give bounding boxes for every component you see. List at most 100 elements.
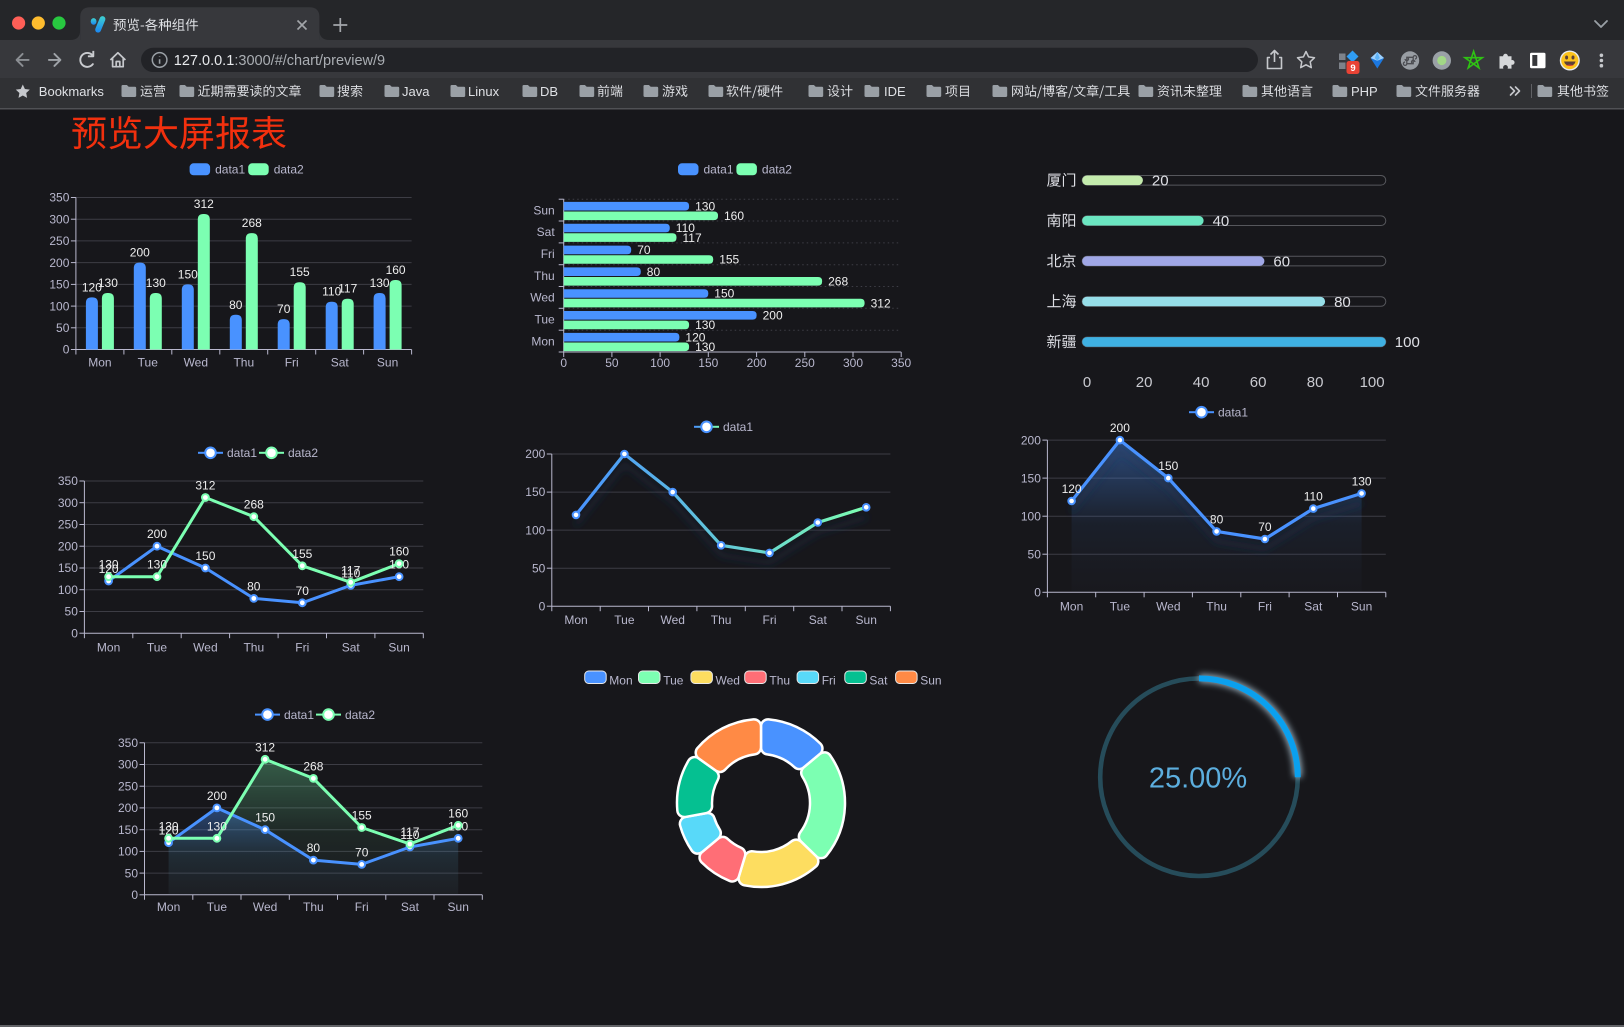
svg-text:data1: data1 xyxy=(284,708,314,722)
svg-text:120: 120 xyxy=(1062,482,1082,496)
svg-text:150: 150 xyxy=(178,267,198,281)
svg-text:250: 250 xyxy=(49,234,69,248)
svg-text:150: 150 xyxy=(58,561,78,575)
svg-text:120: 120 xyxy=(99,562,119,576)
svg-text:DB: DB xyxy=(540,84,558,99)
svg-text:100: 100 xyxy=(1021,509,1041,523)
svg-text:Wed: Wed xyxy=(193,641,217,655)
svg-text:50: 50 xyxy=(125,866,139,880)
svg-text:9: 9 xyxy=(1350,63,1355,74)
svg-text:110: 110 xyxy=(322,285,341,299)
svg-text:130: 130 xyxy=(159,819,179,833)
svg-text:150: 150 xyxy=(1158,459,1178,473)
svg-text:Sat: Sat xyxy=(537,225,556,239)
svg-text:PHP: PHP xyxy=(1351,84,1378,99)
svg-text:150: 150 xyxy=(255,811,275,825)
svg-text:Java: Java xyxy=(402,84,430,99)
svg-text:Fri: Fri xyxy=(541,247,555,261)
svg-text:80: 80 xyxy=(1210,512,1224,526)
svg-text:80: 80 xyxy=(647,265,661,279)
svg-text:200: 200 xyxy=(130,246,150,260)
svg-text:Thu: Thu xyxy=(1206,600,1227,614)
svg-text:Mon: Mon xyxy=(157,900,180,914)
svg-text:120: 120 xyxy=(82,280,102,294)
svg-text:Fri: Fri xyxy=(355,900,369,914)
svg-text:350: 350 xyxy=(58,474,78,488)
svg-text:200: 200 xyxy=(58,539,78,553)
svg-text:Sun: Sun xyxy=(856,613,877,627)
svg-text:Sat: Sat xyxy=(331,356,350,370)
svg-text:Wed: Wed xyxy=(253,900,277,914)
svg-text:80: 80 xyxy=(1307,374,1324,391)
svg-text:Mon: Mon xyxy=(88,356,111,370)
svg-text:60: 60 xyxy=(1273,253,1290,270)
svg-text:data1: data1 xyxy=(1218,405,1248,419)
svg-text:268: 268 xyxy=(242,216,262,230)
svg-text:312: 312 xyxy=(194,197,214,211)
svg-text:130: 130 xyxy=(695,199,715,213)
svg-text:Tue: Tue xyxy=(138,356,159,370)
svg-text:Wed: Wed xyxy=(1156,600,1180,614)
svg-text:Wed: Wed xyxy=(660,613,684,627)
svg-text:150: 150 xyxy=(525,485,545,499)
svg-text:Wed: Wed xyxy=(184,356,208,370)
svg-text:117: 117 xyxy=(341,563,360,577)
svg-text:110: 110 xyxy=(676,221,695,235)
svg-text:Sun: Sun xyxy=(448,900,469,914)
svg-text:80: 80 xyxy=(1334,294,1351,311)
svg-text:155: 155 xyxy=(352,809,372,823)
svg-text:160: 160 xyxy=(724,209,744,223)
svg-text:312: 312 xyxy=(195,479,215,493)
svg-text:350: 350 xyxy=(49,191,69,205)
svg-text:Thu: Thu xyxy=(711,613,732,627)
svg-text:Wed: Wed xyxy=(530,291,554,305)
svg-text:100: 100 xyxy=(49,299,69,313)
svg-text:Tue: Tue xyxy=(1110,600,1131,614)
svg-text:Tue: Tue xyxy=(614,613,635,627)
svg-text:Sun: Sun xyxy=(920,674,941,688)
svg-text:312: 312 xyxy=(255,740,275,754)
svg-text:200: 200 xyxy=(118,801,138,815)
svg-text:20: 20 xyxy=(1136,374,1153,391)
svg-text:0: 0 xyxy=(1034,586,1041,600)
svg-text:350: 350 xyxy=(891,356,911,370)
svg-text:Sat: Sat xyxy=(869,674,888,688)
svg-text:data2: data2 xyxy=(345,708,375,722)
svg-text:IDE: IDE xyxy=(884,84,906,99)
svg-text:130: 130 xyxy=(99,558,119,572)
svg-text:130: 130 xyxy=(370,276,390,290)
svg-text:150: 150 xyxy=(714,287,734,301)
svg-text:Sun: Sun xyxy=(377,356,398,370)
svg-text:127.0.0.1: 127.0.0.1 xyxy=(174,53,234,69)
svg-text:155: 155 xyxy=(292,547,312,561)
svg-text:40: 40 xyxy=(1213,213,1230,230)
svg-text:200: 200 xyxy=(207,789,227,803)
svg-text:100: 100 xyxy=(1360,374,1385,391)
svg-text:Sat: Sat xyxy=(809,613,828,627)
svg-text:70: 70 xyxy=(355,845,369,859)
svg-text::3000/#/chart/preview/9: :3000/#/chart/preview/9 xyxy=(234,53,385,69)
svg-text:50: 50 xyxy=(1028,548,1042,562)
svg-text:Tue: Tue xyxy=(147,641,168,655)
svg-text:data1: data1 xyxy=(215,163,245,177)
svg-text:250: 250 xyxy=(118,779,138,793)
svg-text:Linux: Linux xyxy=(468,84,500,99)
svg-text:Thu: Thu xyxy=(534,269,555,283)
svg-text:Bookmarks: Bookmarks xyxy=(39,84,105,99)
svg-text:80: 80 xyxy=(247,579,261,593)
svg-text:data1: data1 xyxy=(723,420,753,434)
svg-text:40: 40 xyxy=(1193,374,1210,391)
svg-text:80: 80 xyxy=(229,298,243,312)
svg-text:300: 300 xyxy=(58,496,78,510)
svg-text:130: 130 xyxy=(695,318,715,332)
svg-text:Tue: Tue xyxy=(534,313,555,327)
svg-text:20: 20 xyxy=(1152,173,1169,190)
svg-text:200: 200 xyxy=(1110,421,1130,435)
svg-text:160: 160 xyxy=(386,263,406,277)
svg-text:268: 268 xyxy=(303,759,323,773)
svg-text:data1: data1 xyxy=(704,163,734,177)
svg-text:117: 117 xyxy=(338,282,357,296)
svg-text:0: 0 xyxy=(1083,374,1091,391)
svg-text:Tue: Tue xyxy=(663,674,684,688)
svg-text:50: 50 xyxy=(605,356,619,370)
